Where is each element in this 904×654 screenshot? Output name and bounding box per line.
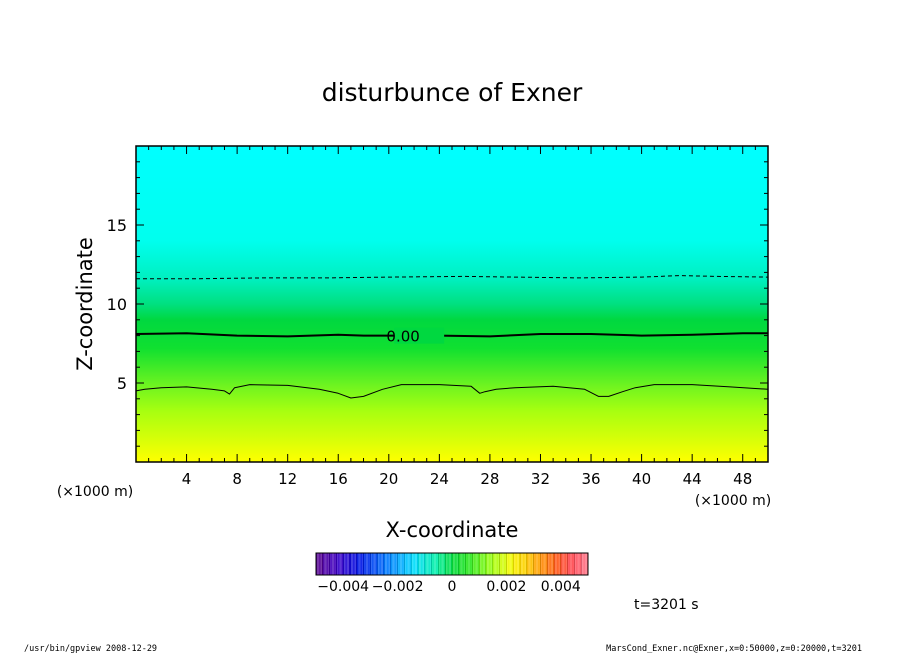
x-tick-label: 40 (632, 470, 651, 488)
contour-line (135, 384, 769, 399)
colorbar-swatch (465, 553, 473, 575)
colorbar-tick-labels: −0.004 −0.002 0 0.002 0.004 (317, 579, 581, 595)
colorbar-swatch (560, 553, 569, 575)
colorbar (315, 553, 589, 575)
x-tick-label: 12 (278, 470, 297, 488)
colorbar-swatch (322, 553, 331, 575)
colorbar-swatch (540, 553, 548, 575)
colorbar-swatch (479, 553, 487, 575)
colorbar-swatch (316, 553, 324, 575)
colorbar-swatch (397, 553, 405, 575)
y-unit-label: (×1000 m) (57, 484, 133, 500)
axis-ticks (135, 145, 769, 463)
colorbar-swatch (492, 553, 501, 575)
colorbar-tick-label: 0.002 (486, 579, 526, 595)
colorbar-swatch (520, 553, 528, 575)
x-unit-label: (×1000 m) (695, 493, 771, 509)
colorbar-swatch (329, 553, 337, 575)
x-axis-label: X-coordinate (386, 518, 519, 542)
x-tick-labels: 4 8 12 16 20 24 28 32 36 40 44 48 (182, 470, 752, 488)
contour-labels: 0.00 (386, 327, 445, 346)
colorbar-swatch (438, 553, 446, 575)
colorbar-swatch (513, 553, 521, 575)
colorbar-swatch (486, 553, 494, 575)
colorbar-swatch (574, 553, 582, 575)
colorbar-swatch (343, 553, 351, 575)
colorbar-swatch (370, 553, 378, 575)
x-tick-label: 16 (329, 470, 348, 488)
colorbar-swatch (445, 553, 453, 575)
colorbar-swatch (472, 553, 480, 575)
y-tick-label: 5 (117, 374, 127, 393)
y-tick-label: 15 (107, 216, 127, 235)
colorbar-swatch (404, 553, 412, 575)
footer-left: /usr/bin/gpview 2008-12-29 (24, 644, 157, 654)
colorbar-tick-label: 0 (448, 579, 457, 595)
x-tick-label: 4 (182, 470, 192, 488)
colorbar-swatch (533, 553, 541, 575)
x-tick-label: 28 (480, 470, 499, 488)
colorbar-swatch (554, 553, 562, 575)
contour-line (136, 275, 769, 280)
x-tick-label: 8 (232, 470, 242, 488)
colorbar-swatch (547, 553, 555, 575)
colorbar-swatch (424, 553, 433, 575)
colorbar-swatch (384, 553, 392, 575)
colorbar-frame (315, 552, 589, 576)
y-tick-labels: 5 10 15 (107, 216, 127, 393)
colorbar-swatch (452, 553, 460, 575)
colorbar-swatch (411, 553, 419, 575)
footer-right: MarsCond_Exner.nc@Exner,x=0:50000,z=0:20… (606, 644, 862, 654)
x-tick-label: 20 (379, 470, 398, 488)
colorbar-swatch (363, 553, 371, 575)
colorbar-tick-label: −0.004 (317, 579, 369, 595)
colorbar-swatch (377, 553, 385, 575)
colorbar-swatch (350, 553, 358, 575)
colorbar-tick-label: 0.004 (541, 579, 581, 595)
colorbar-swatch (431, 553, 439, 575)
x-tick-label: 44 (683, 470, 702, 488)
colorbar-swatch (336, 553, 344, 575)
y-tick-label: 10 (107, 295, 127, 314)
colorbar-swatch (418, 553, 426, 575)
x-tick-label: 32 (531, 470, 550, 488)
colorbar-swatch (458, 553, 467, 575)
colorbar-swatch (506, 553, 514, 575)
field-background (136, 146, 768, 462)
x-tick-label: 48 (733, 470, 752, 488)
colorbar-swatch (581, 553, 589, 575)
x-tick-label: 36 (581, 470, 600, 488)
contour-label-bg (394, 327, 445, 344)
time-annotation: t=3201 s (634, 597, 699, 613)
colorbar-swatch (390, 553, 399, 575)
x-tick-label: 24 (430, 470, 449, 488)
colorbar-tick-label: −0.002 (372, 579, 424, 595)
chart-title: disturbunce of Exner (322, 78, 583, 107)
colorbar-swatch (356, 553, 365, 575)
colorbar-swatch (526, 553, 535, 575)
colorbar-swatch (567, 553, 575, 575)
colorbar-swatch (499, 553, 507, 575)
contour-label: 0.00 (386, 328, 419, 346)
y-axis-label: Z-coordinate (73, 237, 97, 371)
